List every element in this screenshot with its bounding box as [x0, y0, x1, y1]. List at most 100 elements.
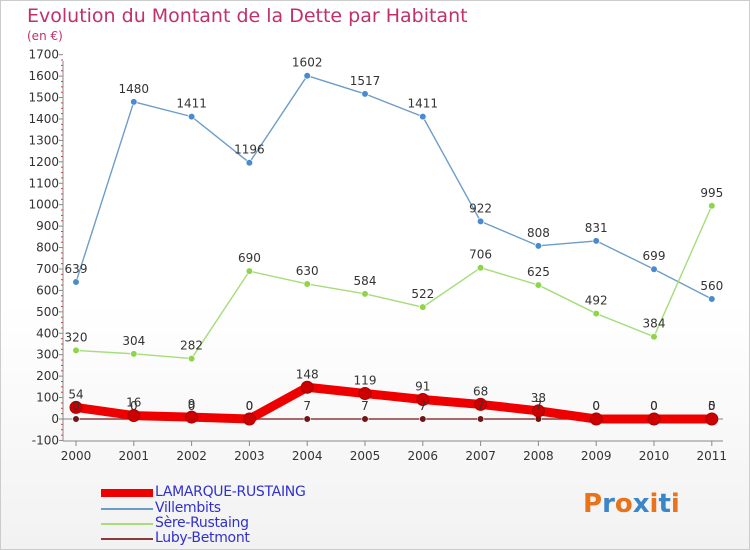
data-label-3: 5 — [708, 399, 716, 413]
data-point-2 — [303, 415, 311, 423]
data-point-0 — [708, 295, 716, 303]
data-label-3: 0 — [650, 399, 658, 413]
data-label-0: 831 — [585, 221, 608, 235]
data-label-0: 1602 — [292, 56, 323, 70]
data-point-3 — [358, 386, 372, 400]
y-tick-label: -100 — [32, 433, 59, 447]
legend-swatch-lamarque-rustaing — [101, 489, 153, 497]
data-label-3: 68 — [473, 384, 488, 398]
x-tick-label: 2004 — [292, 449, 323, 463]
y-tick-label: 1000 — [28, 198, 59, 212]
data-label-2: 7 — [361, 399, 369, 413]
brand-letter: t — [658, 489, 671, 519]
data-label-3: 16 — [126, 396, 141, 410]
data-label-0: 639 — [65, 262, 88, 276]
brand-letter: x — [632, 489, 650, 519]
legend-label-villembits: Villembits — [155, 500, 221, 516]
data-point-3 — [242, 412, 256, 426]
data-point-0 — [650, 265, 658, 273]
data-point-3 — [416, 392, 430, 406]
legend-label-lamarque-rustaing: LAMARQUE-RUSTAING — [155, 484, 306, 500]
data-point-3 — [185, 410, 199, 424]
legend-label-luby-betmont: Luby-Betmont — [155, 530, 250, 546]
data-label-0: 1480 — [119, 82, 150, 96]
x-tick-label: 2000 — [61, 449, 92, 463]
data-label-1: 690 — [238, 251, 261, 265]
data-point-0 — [245, 159, 253, 167]
chart-title: Evolution du Montant de la Dette par Hab… — [27, 5, 468, 27]
data-label-0: 808 — [527, 226, 550, 240]
legend-swatch-villembits — [101, 508, 153, 510]
data-label-1: 320 — [65, 330, 88, 344]
data-label-2: 7 — [535, 399, 543, 413]
data-label-2: 0 — [188, 399, 196, 413]
data-point-3 — [474, 397, 488, 411]
x-tick-label: 2002 — [176, 449, 207, 463]
brand-logo: Proxiti — [583, 489, 680, 519]
data-label-3: 54 — [68, 387, 83, 401]
brand-letter: r — [602, 489, 615, 519]
data-point-1 — [534, 281, 543, 289]
data-point-0 — [361, 90, 369, 98]
data-label-1: 282 — [180, 339, 203, 353]
data-point-0 — [188, 113, 196, 121]
x-tick-label: 2006 — [408, 449, 439, 463]
y-tick-label: 700 — [36, 262, 59, 276]
data-point-1 — [477, 264, 485, 272]
data-label-3: 148 — [296, 367, 319, 381]
data-label-2: 0 — [650, 399, 658, 413]
data-point-0 — [72, 278, 80, 286]
data-label-0: 1411 — [408, 97, 439, 111]
data-point-0 — [130, 98, 138, 106]
data-label-1: 304 — [122, 334, 145, 348]
data-label-1: 584 — [354, 274, 377, 288]
data-label-0: 1196 — [234, 143, 265, 157]
data-point-3 — [705, 412, 719, 426]
data-label-0: 560 — [700, 279, 723, 293]
y-tick-label: 1500 — [28, 91, 59, 105]
data-label-1: 630 — [296, 264, 319, 278]
legend-swatch-sere-rustaing — [101, 523, 153, 525]
x-tick-label: 2011 — [697, 449, 728, 463]
data-label-1: 625 — [527, 265, 550, 279]
y-tick-label: 400 — [36, 326, 59, 340]
data-point-0 — [303, 72, 311, 80]
x-tick-label: 2010 — [639, 449, 670, 463]
y-tick-label: 1100 — [28, 176, 59, 190]
y-tick-label: 100 — [36, 391, 59, 405]
data-label-3: 0 — [592, 399, 600, 413]
data-point-3 — [589, 412, 603, 426]
y-tick-label: 1600 — [28, 69, 59, 83]
data-point-0 — [592, 237, 600, 245]
y-tick-label: 500 — [36, 305, 59, 319]
x-tick-label: 2008 — [523, 449, 554, 463]
data-point-1 — [361, 290, 369, 298]
brand-letter: o — [614, 489, 633, 519]
data-point-0 — [477, 217, 485, 226]
brand-letter: P — [583, 489, 603, 519]
legend-label-sere-rustaing: Sère-Rustaing — [155, 515, 249, 531]
x-tick-label: 2005 — [350, 449, 381, 463]
data-point-2 — [72, 415, 80, 423]
y-tick-label: 1700 — [28, 48, 59, 62]
x-tick-label: 2001 — [119, 449, 150, 463]
chart-subtitle: (en €) — [27, 29, 63, 43]
data-label-2: 7 — [477, 399, 485, 413]
data-point-1 — [72, 346, 80, 355]
y-tick-label: 200 — [36, 369, 59, 383]
data-point-3 — [300, 380, 314, 394]
data-label-2: 7 — [419, 399, 427, 413]
data-label-1: 706 — [469, 248, 492, 262]
data-point-1 — [419, 303, 427, 311]
x-tick-label: 2003 — [234, 449, 265, 463]
y-tick-label: 1300 — [28, 133, 59, 147]
brand-letter: i — [649, 489, 659, 519]
data-label-2: 0 — [246, 399, 254, 413]
data-point-1 — [592, 309, 600, 318]
y-tick-label: 300 — [36, 348, 59, 362]
data-label-1: 522 — [411, 287, 434, 301]
data-point-1 — [303, 280, 311, 288]
